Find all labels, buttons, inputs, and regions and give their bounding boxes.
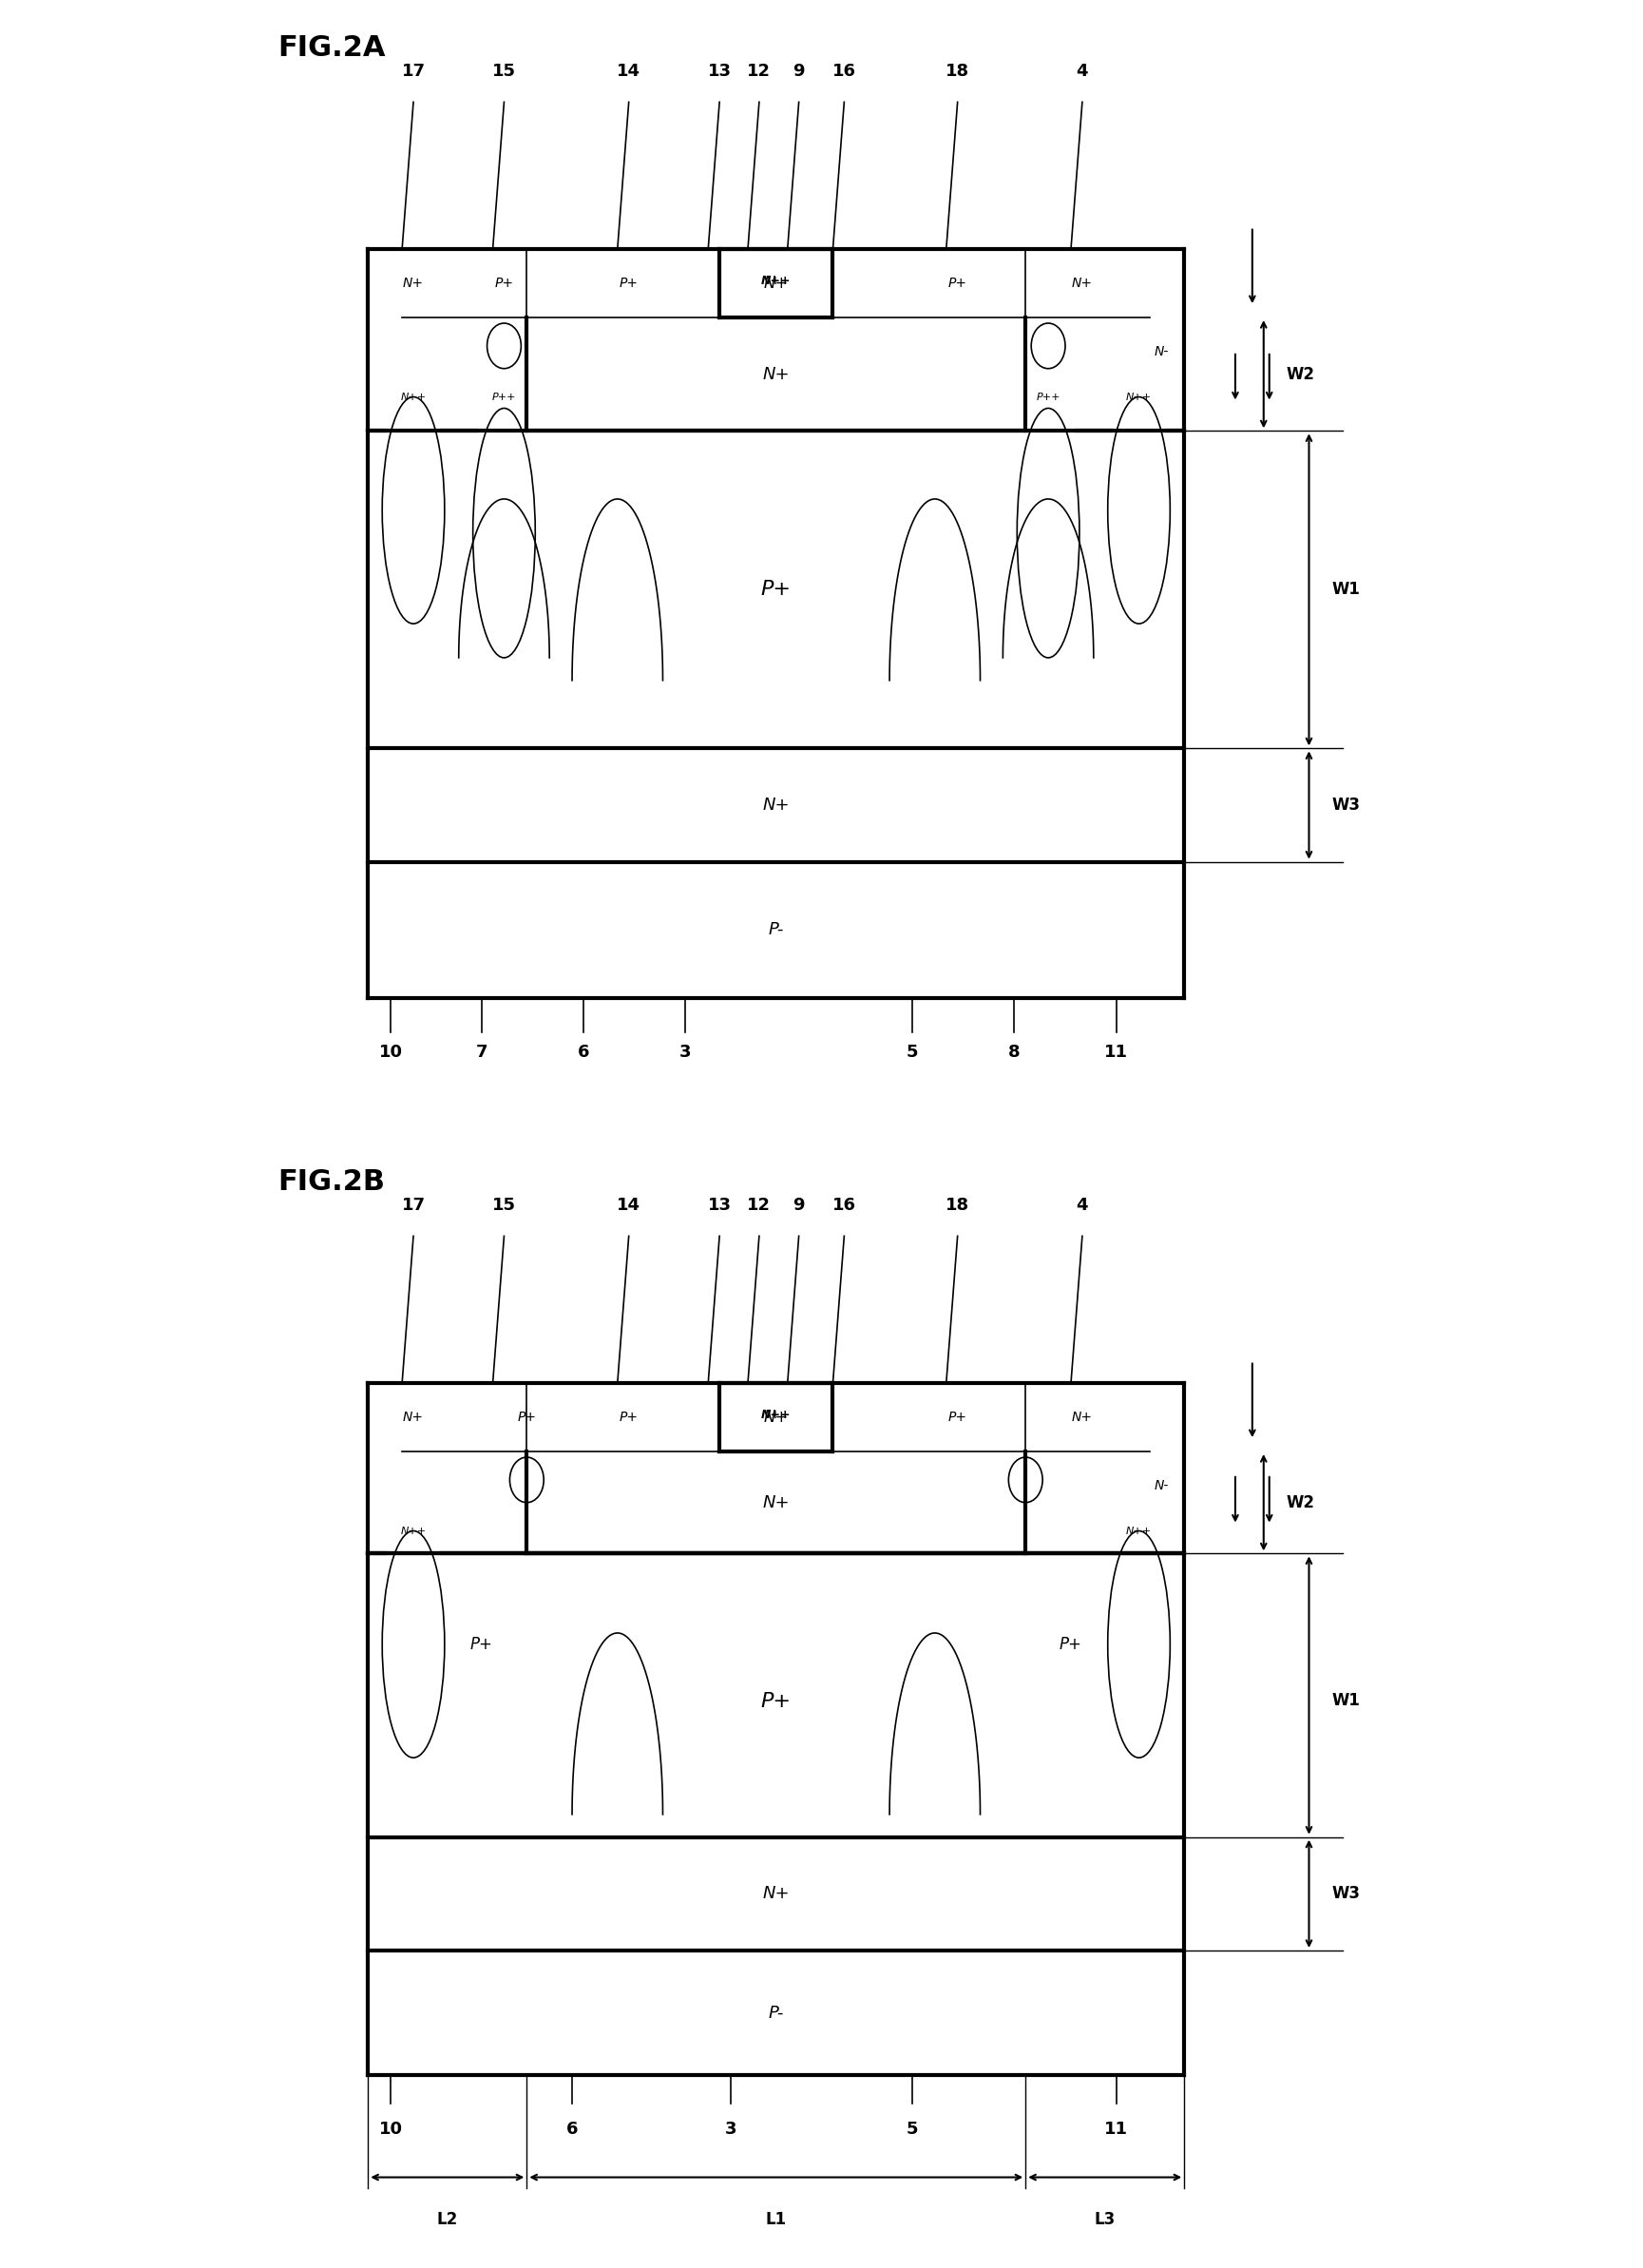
Text: P+: P+ (948, 1411, 968, 1424)
Text: P+: P+ (495, 277, 514, 290)
Text: 5: 5 (907, 1043, 918, 1061)
Text: FIG.2B: FIG.2B (278, 1168, 384, 1195)
Text: 11: 11 (1104, 1043, 1129, 1061)
Text: 4: 4 (1076, 61, 1088, 79)
Text: 9: 9 (794, 61, 805, 79)
Text: P+: P+ (761, 1692, 792, 1710)
Text: N+: N+ (762, 1495, 790, 1510)
Text: P++: P++ (491, 392, 516, 401)
Text: 3: 3 (725, 2121, 736, 2139)
Text: N-: N- (1155, 1479, 1168, 1492)
Text: 11: 11 (1104, 2121, 1129, 2139)
Text: 18: 18 (946, 1195, 969, 1213)
Text: 6: 6 (567, 2121, 578, 2139)
Text: N++: N++ (401, 392, 426, 401)
Text: N+: N+ (403, 1411, 424, 1424)
Text: L2: L2 (437, 2211, 458, 2229)
Text: 16: 16 (833, 1195, 856, 1213)
Text: 14: 14 (616, 1195, 641, 1213)
Text: 7: 7 (475, 1043, 488, 1061)
Text: N+: N+ (1071, 1411, 1093, 1424)
Text: 16: 16 (833, 61, 856, 79)
Text: N++: N++ (1125, 392, 1152, 401)
Text: 6: 6 (577, 1043, 590, 1061)
Text: 10: 10 (380, 1043, 403, 1061)
Text: W3: W3 (1331, 1885, 1360, 1903)
Text: N+: N+ (403, 277, 424, 290)
Text: 5: 5 (907, 2121, 918, 2139)
Text: N++: N++ (1125, 1526, 1152, 1535)
Text: 17: 17 (401, 1195, 426, 1213)
Text: P+: P+ (1060, 1635, 1083, 1653)
Text: W2: W2 (1286, 1495, 1314, 1510)
Text: 4: 4 (1076, 1195, 1088, 1213)
Text: N+: N+ (1071, 277, 1093, 290)
Text: 15: 15 (493, 1195, 516, 1213)
Text: N+: N+ (764, 274, 789, 293)
Text: P+: P+ (619, 1411, 637, 1424)
Text: 12: 12 (748, 61, 771, 79)
Text: P+: P+ (761, 581, 792, 599)
Text: 17: 17 (401, 61, 426, 79)
Text: N+: N+ (764, 1408, 789, 1427)
Text: P+: P+ (948, 277, 968, 290)
Text: P+: P+ (619, 277, 637, 290)
Text: 3: 3 (680, 1043, 692, 1061)
Text: 13: 13 (708, 1195, 731, 1213)
Text: N++: N++ (761, 274, 792, 288)
Text: N+: N+ (762, 1885, 790, 1903)
Text: 12: 12 (748, 1195, 771, 1213)
Text: L3: L3 (1094, 2211, 1116, 2229)
Text: 14: 14 (616, 61, 641, 79)
Text: N++: N++ (761, 1408, 792, 1422)
Text: N-: N- (1155, 345, 1168, 358)
Text: W3: W3 (1331, 796, 1360, 814)
Text: W2: W2 (1286, 365, 1314, 383)
Text: 10: 10 (380, 2121, 403, 2139)
Text: P+: P+ (518, 1411, 536, 1424)
Text: P+: P+ (470, 1635, 493, 1653)
Text: FIG.2A: FIG.2A (278, 34, 384, 61)
Text: P-: P- (769, 921, 784, 939)
Text: L1: L1 (766, 2211, 787, 2229)
Text: N++: N++ (401, 1526, 426, 1535)
Text: P-: P- (769, 2005, 784, 2021)
Text: 18: 18 (946, 61, 969, 79)
Text: W1: W1 (1331, 581, 1360, 599)
Text: 15: 15 (493, 61, 516, 79)
Text: 13: 13 (708, 61, 731, 79)
Text: 8: 8 (1009, 1043, 1020, 1061)
Text: N+: N+ (762, 365, 790, 383)
Text: P++: P++ (1037, 392, 1060, 401)
Text: W1: W1 (1331, 1692, 1360, 1710)
Text: 9: 9 (794, 1195, 805, 1213)
Text: N+: N+ (762, 796, 790, 814)
